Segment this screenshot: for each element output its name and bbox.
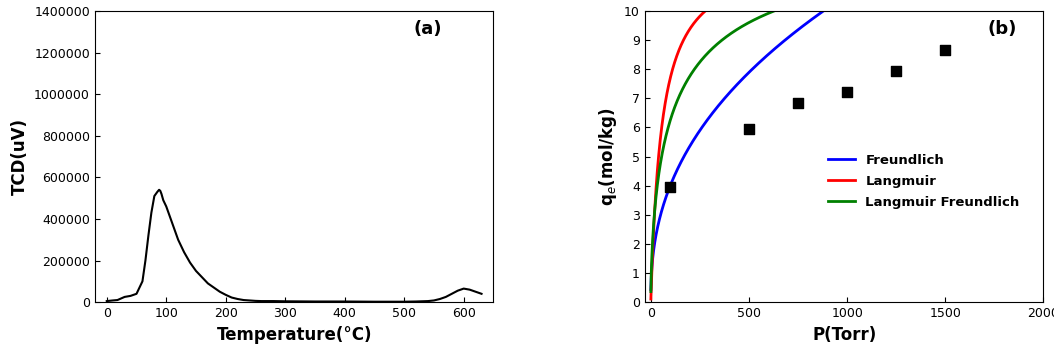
Point <box>937 47 954 53</box>
Text: (a): (a) <box>414 20 443 38</box>
Y-axis label: q$_e$(mol/kg): q$_e$(mol/kg) <box>597 107 619 206</box>
Point <box>839 90 856 95</box>
Freundlich <box>825 3 838 8</box>
Y-axis label: TCD(uV): TCD(uV) <box>11 118 28 195</box>
Line: Freundlich: Freundlich <box>651 0 1043 289</box>
Freundlich <box>645 287 658 292</box>
Point <box>789 100 806 106</box>
Langmuir <box>665 73 678 78</box>
Line: Langmuir Freundlich: Langmuir Freundlich <box>651 0 1043 292</box>
Point <box>662 184 679 190</box>
Point <box>741 126 758 132</box>
X-axis label: Temperature(°C): Temperature(°C) <box>216 325 372 344</box>
X-axis label: P(Torr): P(Torr) <box>812 325 876 344</box>
Text: (b): (b) <box>988 20 1017 38</box>
Legend: Freundlich, Langmuir, Langmuir Freundlich: Freundlich, Langmuir, Langmuir Freundlic… <box>823 149 1024 214</box>
Point <box>887 68 904 74</box>
Line: Langmuir: Langmuir <box>651 0 1043 299</box>
Langmuir Freundlich <box>665 116 678 120</box>
Langmuir Freundlich <box>645 289 658 294</box>
Freundlich <box>665 182 678 186</box>
Langmuir <box>645 297 658 301</box>
